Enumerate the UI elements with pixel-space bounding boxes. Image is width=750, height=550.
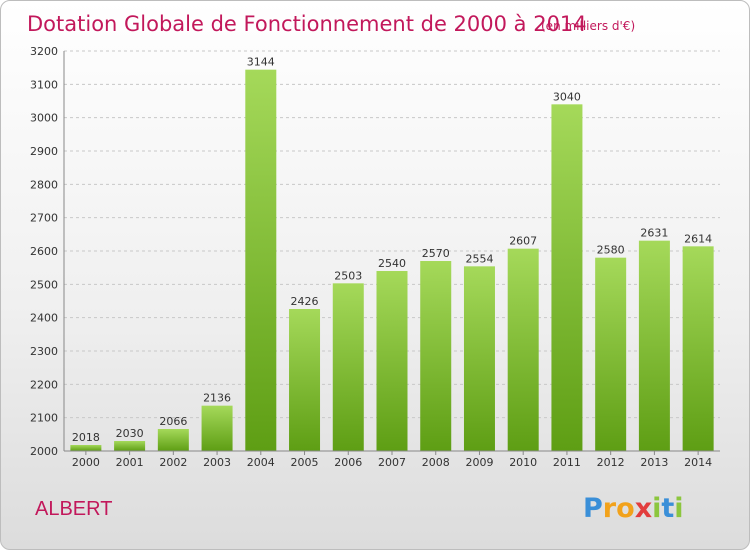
y-tick-label: 2000 [30,445,58,458]
y-tick-label: 2900 [30,145,58,158]
bar [551,104,583,451]
value-label: 2607 [509,235,537,248]
x-tick-label: 2003 [203,456,231,469]
value-label: 2018 [72,431,100,444]
bar [595,257,627,451]
value-label: 2503 [334,269,362,282]
value-label: 3040 [553,90,581,103]
value-label: 3144 [247,56,275,69]
bar [332,283,364,451]
logo-letter: i [674,493,683,524]
bar [114,441,146,451]
x-tick-label: 2014 [684,456,712,469]
x-tick-label: 2008 [422,456,450,469]
y-tick-label: 2200 [30,378,58,391]
value-labels: 2018 2030 2066 2136 3144 2426 2503 2540 2570 2554… [72,56,712,444]
y-tick-label: 3000 [30,112,58,125]
x-tick-label: 2006 [334,456,362,469]
x-tick-label: 2001 [116,456,144,469]
value-label: 2614 [684,232,712,245]
bar [420,261,452,451]
bar [638,240,670,451]
logo-letter: x [635,493,652,524]
logo-letter: r [603,493,617,524]
bar [70,445,102,451]
value-label: 2631 [640,227,668,240]
logo-letter: i [652,493,661,524]
value-label: 2066 [159,415,187,428]
y-tick-label: 2500 [30,278,58,291]
value-label: 2570 [422,247,450,260]
proxiti-logo: Proxiti [583,493,684,524]
bar [201,405,233,451]
bar [463,266,495,451]
y-tick-label: 2800 [30,178,58,191]
y-tick-label: 2700 [30,212,58,225]
city-name: ALBERT [35,498,112,520]
value-label: 2030 [116,427,144,440]
chart-unit: (en milliers d'€) [541,19,635,33]
chart-title: Dotation Globale de Fonctionnement de 20… [27,12,587,36]
x-tick-label: 2010 [509,456,537,469]
bar [376,271,408,451]
value-label: 2540 [378,257,406,270]
value-label: 2426 [291,295,319,308]
bar [245,69,277,452]
y-tick-label: 2400 [30,312,58,325]
y-tick-label: 3200 [30,45,58,58]
y-tick-label: 2100 [30,412,58,425]
value-label: 2136 [203,392,231,405]
bar [507,248,539,451]
x-tick-label: 2000 [72,456,100,469]
x-tick-label: 2002 [159,456,187,469]
x-tick-label: 2005 [291,456,319,469]
y-tick-label: 2300 [30,345,58,358]
value-label: 2580 [597,244,625,257]
x-tick-label: 2013 [640,456,668,469]
bar [157,429,189,451]
x-tick-label: 2012 [597,456,625,469]
x-tick-label: 2009 [465,456,493,469]
y-tick-label: 2600 [30,245,58,258]
y-tick-label: 3100 [30,78,58,91]
bars [70,69,714,452]
x-tick-label: 2004 [247,456,275,469]
x-tick-label: 2007 [378,456,406,469]
logo-letter: o [616,493,635,524]
logo-letter: t [661,493,674,524]
bar [289,309,321,451]
x-axis-ticks: 2000 2001 2002 2003 2004 2005 2006 2007 2008 2009… [72,451,712,469]
value-label: 2554 [465,252,493,265]
logo-letter: P [583,493,603,524]
x-tick-label: 2011 [553,456,581,469]
y-axis-ticks: 2000 2100 2200 2300 2400 2500 2600 2700 2800 2900… [30,45,58,458]
bar [682,246,714,451]
